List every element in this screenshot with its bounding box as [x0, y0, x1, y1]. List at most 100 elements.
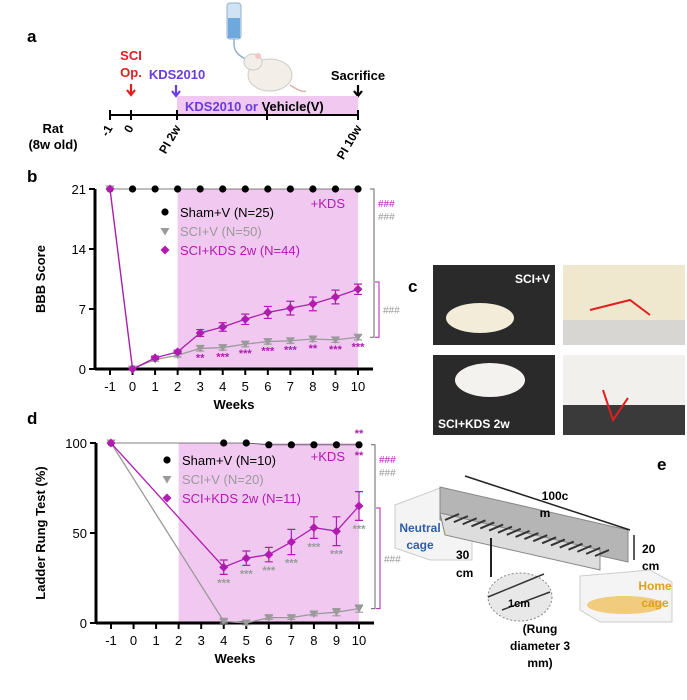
y-axis-label: BBB Score [33, 245, 48, 313]
y-tick-label: 14 [72, 242, 86, 257]
panel-label-b: b [27, 167, 37, 186]
rung [541, 536, 557, 545]
significance-stars: *** [353, 523, 367, 535]
data-point [218, 344, 228, 352]
treatment-kds: KDS2010 or [185, 99, 262, 114]
timeline-tick-label: PI 10w [334, 122, 365, 162]
rung [453, 515, 469, 524]
data-point [330, 336, 340, 344]
data-point [265, 441, 273, 449]
x-tick-label: 5 [242, 379, 249, 394]
data-point [195, 328, 205, 338]
height-label: 20 [642, 542, 656, 556]
x-tick-label: 7 [288, 633, 295, 648]
data-point [287, 441, 295, 449]
rung-zoom-inset [487, 572, 553, 622]
drop-label: 30 [456, 548, 470, 562]
x-tick-label: 5 [243, 633, 250, 648]
photo-label-sci-kds: SCI+KDS 2w [438, 417, 510, 431]
length-label: 100c [542, 489, 569, 503]
length-label-2: m [540, 506, 551, 520]
rat-body [446, 303, 514, 333]
limb-angle-line [589, 298, 651, 316]
legend-label: Sham+V (N=25) [180, 205, 274, 220]
rung-label-2: diameter 3 [510, 639, 570, 653]
data-point [310, 441, 318, 449]
rung [506, 527, 522, 536]
rat-body [563, 355, 685, 405]
data-point [240, 340, 250, 349]
rung-label: (Rung [523, 622, 558, 636]
panel-a-timeline: a SCI Op. KDS2010 Sacrifice KDS2010 or V… [27, 2, 385, 162]
data-point [309, 185, 317, 193]
rung [471, 519, 486, 528]
data-point [355, 441, 363, 449]
home-cage-label-2: cage [641, 596, 669, 610]
data-point [105, 184, 115, 194]
water-bottle-icon [226, 2, 247, 60]
panel-label-c: c [408, 277, 417, 296]
kds-label: +KDS [311, 449, 346, 464]
rung [524, 532, 539, 540]
data-point [309, 523, 319, 533]
treatment-vehicle: Vehicle(V) [262, 99, 324, 114]
kds-shaded-region [178, 443, 359, 623]
x-tick-label: 6 [265, 633, 272, 648]
rung [497, 525, 513, 534]
timeline-ticks [109, 110, 359, 120]
x-tick-label: 1 [152, 633, 159, 648]
data-point [219, 617, 229, 626]
rung [568, 542, 583, 551]
rung [532, 534, 548, 543]
significance-stars: *** [262, 565, 276, 577]
x-tick-label: 7 [287, 379, 294, 394]
x-tick-label: 1 [151, 379, 158, 394]
data-point [150, 353, 160, 363]
arrow-down-icon [353, 85, 363, 98]
data-point [331, 608, 341, 617]
sci-op-label: SCI [120, 48, 142, 63]
kds-start-label: KDS2010 [149, 67, 205, 82]
legend-marker [160, 228, 170, 236]
rat-icon [243, 53, 307, 93]
panel-label-e: e [657, 455, 666, 474]
sacrifice-label: Sacrifice [331, 68, 385, 83]
data-point [285, 337, 295, 345]
legend-label: Sham+V (N=10) [182, 453, 276, 468]
data-point [173, 347, 183, 357]
legend-label: SCI+KDS 2w (N=11) [182, 491, 301, 506]
significance-hash: ### [383, 306, 400, 317]
rung [594, 549, 610, 557]
data-point [353, 284, 363, 294]
legend-marker [162, 476, 172, 484]
significance-stars: ** [196, 352, 205, 364]
data-point [128, 185, 137, 193]
arrow-down-icon [126, 84, 136, 97]
significance-stars: *** [284, 345, 298, 357]
length-arrow [464, 475, 631, 531]
x-tick-label: 2 [175, 633, 182, 648]
data-point [286, 537, 296, 547]
bracket-sham-vs-sci [371, 444, 376, 610]
data-point [285, 303, 295, 313]
series-line [110, 442, 360, 624]
rung [444, 513, 460, 521]
x-tick-label: 9 [333, 633, 340, 648]
neutral-cage-label-2: cage [406, 538, 434, 552]
data-point [218, 322, 228, 332]
y-tick-label: 50 [73, 526, 87, 541]
treatment-period [177, 96, 358, 115]
x-tick-label: 10 [351, 379, 365, 394]
legend-label: SCI+V (N=50) [180, 224, 262, 239]
rung-label-3: mm) [527, 656, 552, 670]
significance-stars: *** [307, 541, 321, 553]
x-tick-label: 8 [310, 633, 317, 648]
data-point [219, 562, 229, 572]
data-point [286, 614, 296, 622]
data-point [308, 335, 318, 343]
rung [550, 538, 566, 547]
significance-stars: *** [329, 344, 343, 356]
data-point [330, 292, 340, 302]
rung [479, 521, 495, 530]
